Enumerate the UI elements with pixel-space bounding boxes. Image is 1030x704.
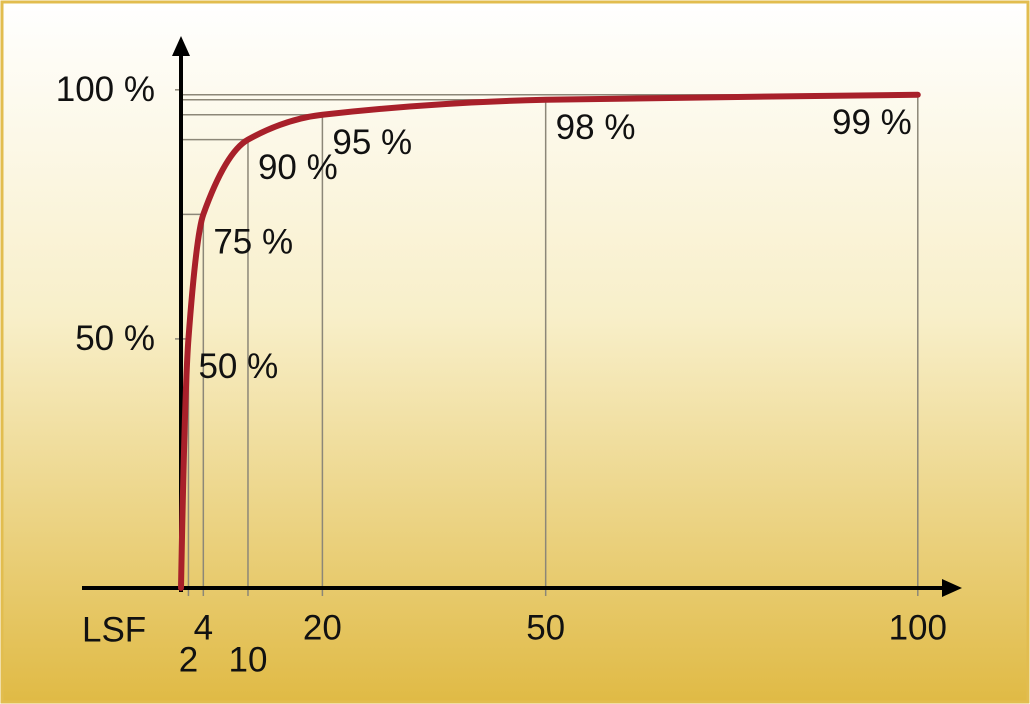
point-label: 90 % — [258, 148, 338, 187]
curve — [178, 91, 921, 591]
x-tick-label: 50 — [526, 608, 565, 647]
point-label: 98 % — [556, 108, 636, 147]
point-label: 99 % — [832, 103, 912, 142]
x-tick-label: 20 — [303, 608, 342, 647]
point-label: 95 % — [332, 123, 412, 162]
x-tick-label: 2 — [179, 640, 198, 679]
y-tick-label: 50 % — [75, 319, 155, 358]
point-label: 75 % — [213, 223, 293, 262]
x-axis-label: LSF — [82, 610, 146, 649]
y-axis-arrow — [172, 36, 190, 56]
point-label: 50 % — [198, 347, 278, 386]
x-tick-label: 4 — [194, 608, 213, 647]
y-tick-label: 100 % — [56, 70, 155, 109]
x-axis-arrow — [942, 579, 962, 597]
x-tick-label: 10 — [229, 640, 268, 679]
x-tick-label: 100 — [889, 608, 947, 647]
